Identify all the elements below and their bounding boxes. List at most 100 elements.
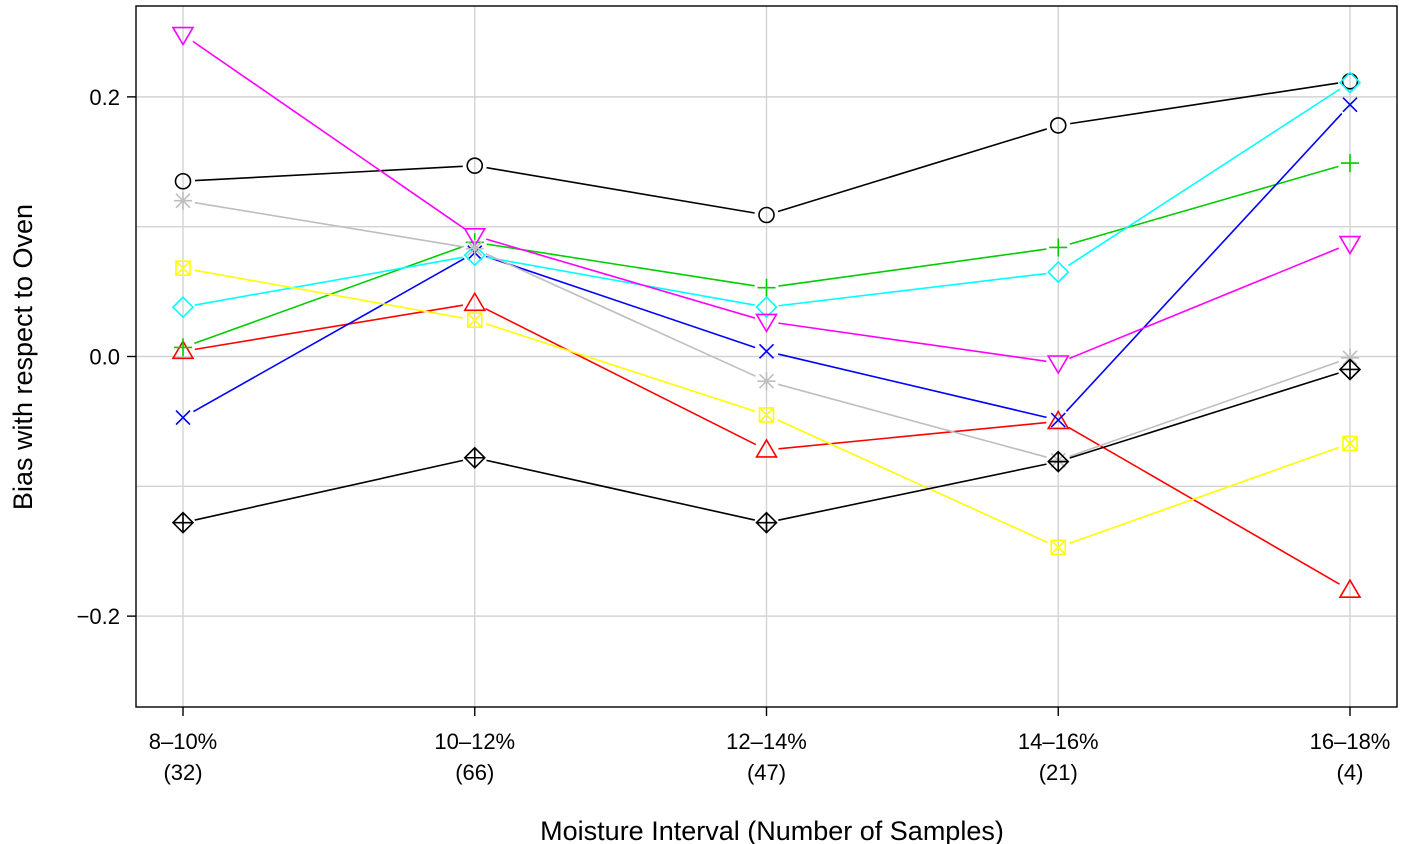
data-point: [1050, 412, 1066, 428]
data-point: [171, 511, 195, 534]
series-segment: [194, 201, 464, 248]
data-point: [171, 339, 195, 360]
data-point: [758, 206, 775, 224]
series-segment: [194, 269, 464, 319]
x-tick-count: (47): [747, 760, 786, 785]
data-point: [1338, 358, 1362, 381]
x-tick-label: 12–14%: [726, 729, 807, 754]
series-segment: [194, 459, 464, 521]
series-segment: [778, 421, 1047, 450]
series-circle: [174, 72, 1359, 224]
series-segment: [1069, 82, 1339, 125]
data-point: [1047, 450, 1070, 473]
data-point: [466, 312, 483, 328]
data-point: [1050, 539, 1067, 556]
y-tick-label: −0.2: [77, 604, 120, 629]
x-tick-count: (21): [1039, 760, 1078, 785]
x-tick-label: 16–18%: [1310, 729, 1391, 754]
data-point: [463, 227, 487, 248]
series-segment: [778, 322, 1047, 363]
series-segment: [777, 353, 1047, 419]
series-segment: [485, 252, 756, 377]
series-segment: [777, 419, 1048, 544]
data-point: [174, 338, 192, 357]
data-point: [1046, 355, 1070, 375]
x-axis-label: Moisture Interval (Number of Samples): [540, 816, 1004, 844]
x-tick-label: 10–12%: [434, 729, 515, 754]
x-tick-count: (4): [1337, 760, 1364, 785]
data-point: [174, 172, 192, 190]
x-tick-label: 14–16%: [1018, 729, 1099, 754]
data-point: [757, 278, 776, 297]
y-tick-label: 0.0: [89, 345, 120, 370]
series-segment: [1065, 112, 1343, 412]
data-point: [755, 438, 778, 458]
data-point: [1338, 235, 1362, 256]
series-segment: [778, 248, 1047, 287]
y-tick-label: 0.2: [89, 85, 120, 110]
data-point: [1341, 154, 1359, 173]
series-segment: [486, 166, 755, 214]
data-point: [755, 296, 778, 319]
data-point: [465, 239, 484, 258]
data-point: [755, 313, 778, 334]
series-segment: [1069, 165, 1339, 245]
data-point: [171, 26, 195, 47]
series-segment: [485, 307, 757, 446]
series-layer: [171, 26, 1362, 598]
series-segment: [485, 255, 756, 349]
x-tick-count: (32): [163, 760, 202, 785]
series-segment: [194, 304, 464, 351]
x-tick-label: 8–10%: [149, 729, 218, 754]
data-point: [758, 343, 775, 359]
data-point: [466, 157, 484, 174]
series-segment: [778, 463, 1047, 521]
series-segment: [486, 243, 755, 287]
data-point: [175, 260, 191, 277]
series-triangle-down: [171, 26, 1362, 375]
series-diamond: [171, 71, 1362, 319]
series-segment: [1069, 446, 1339, 545]
data-point: [171, 296, 195, 319]
data-point: [755, 511, 778, 534]
data-point: [1341, 348, 1359, 367]
data-point: [1046, 409, 1070, 430]
series-segment: [778, 272, 1047, 307]
series-segment: [194, 165, 463, 182]
data-point: [1338, 578, 1362, 598]
series-triangle-up: [171, 291, 1362, 598]
data-point: [1049, 117, 1067, 134]
data-point: [174, 191, 192, 210]
grid: [136, 6, 1397, 707]
series-segment: [1069, 361, 1339, 458]
series-cross: [175, 97, 1358, 428]
data-point: [463, 244, 486, 267]
data-point: [1342, 435, 1358, 452]
series-segment: [192, 40, 466, 230]
y-axis-label: Bias with respect to Oven: [8, 204, 38, 510]
series-diamond-plus: [171, 358, 1362, 534]
data-point: [1341, 72, 1359, 90]
series-segment: [486, 256, 755, 306]
data-point: [1342, 97, 1358, 113]
series-segment: [777, 128, 1048, 213]
series-segment: [486, 459, 755, 521]
data-point: [1338, 71, 1362, 94]
series-asterisk: [174, 191, 1359, 470]
series-segment: [1069, 372, 1339, 459]
data-point: [175, 409, 191, 426]
series-segment: [1068, 426, 1341, 585]
series-segment: [777, 383, 1047, 458]
data-point: [463, 446, 486, 469]
series-segment: [194, 256, 464, 306]
x-tick-count: (66): [455, 760, 494, 785]
series-square-cross: [175, 260, 1358, 556]
data-point: [463, 291, 487, 312]
series-segment: [193, 257, 465, 413]
series-segment: [1069, 247, 1340, 360]
data-point: [1049, 238, 1068, 257]
data-point: [758, 407, 775, 423]
axes: 8–10% (32) 10–12% (66) 12–14% (47) 14–16% (21) 1…: [77, 85, 1391, 785]
data-point: [757, 372, 776, 391]
